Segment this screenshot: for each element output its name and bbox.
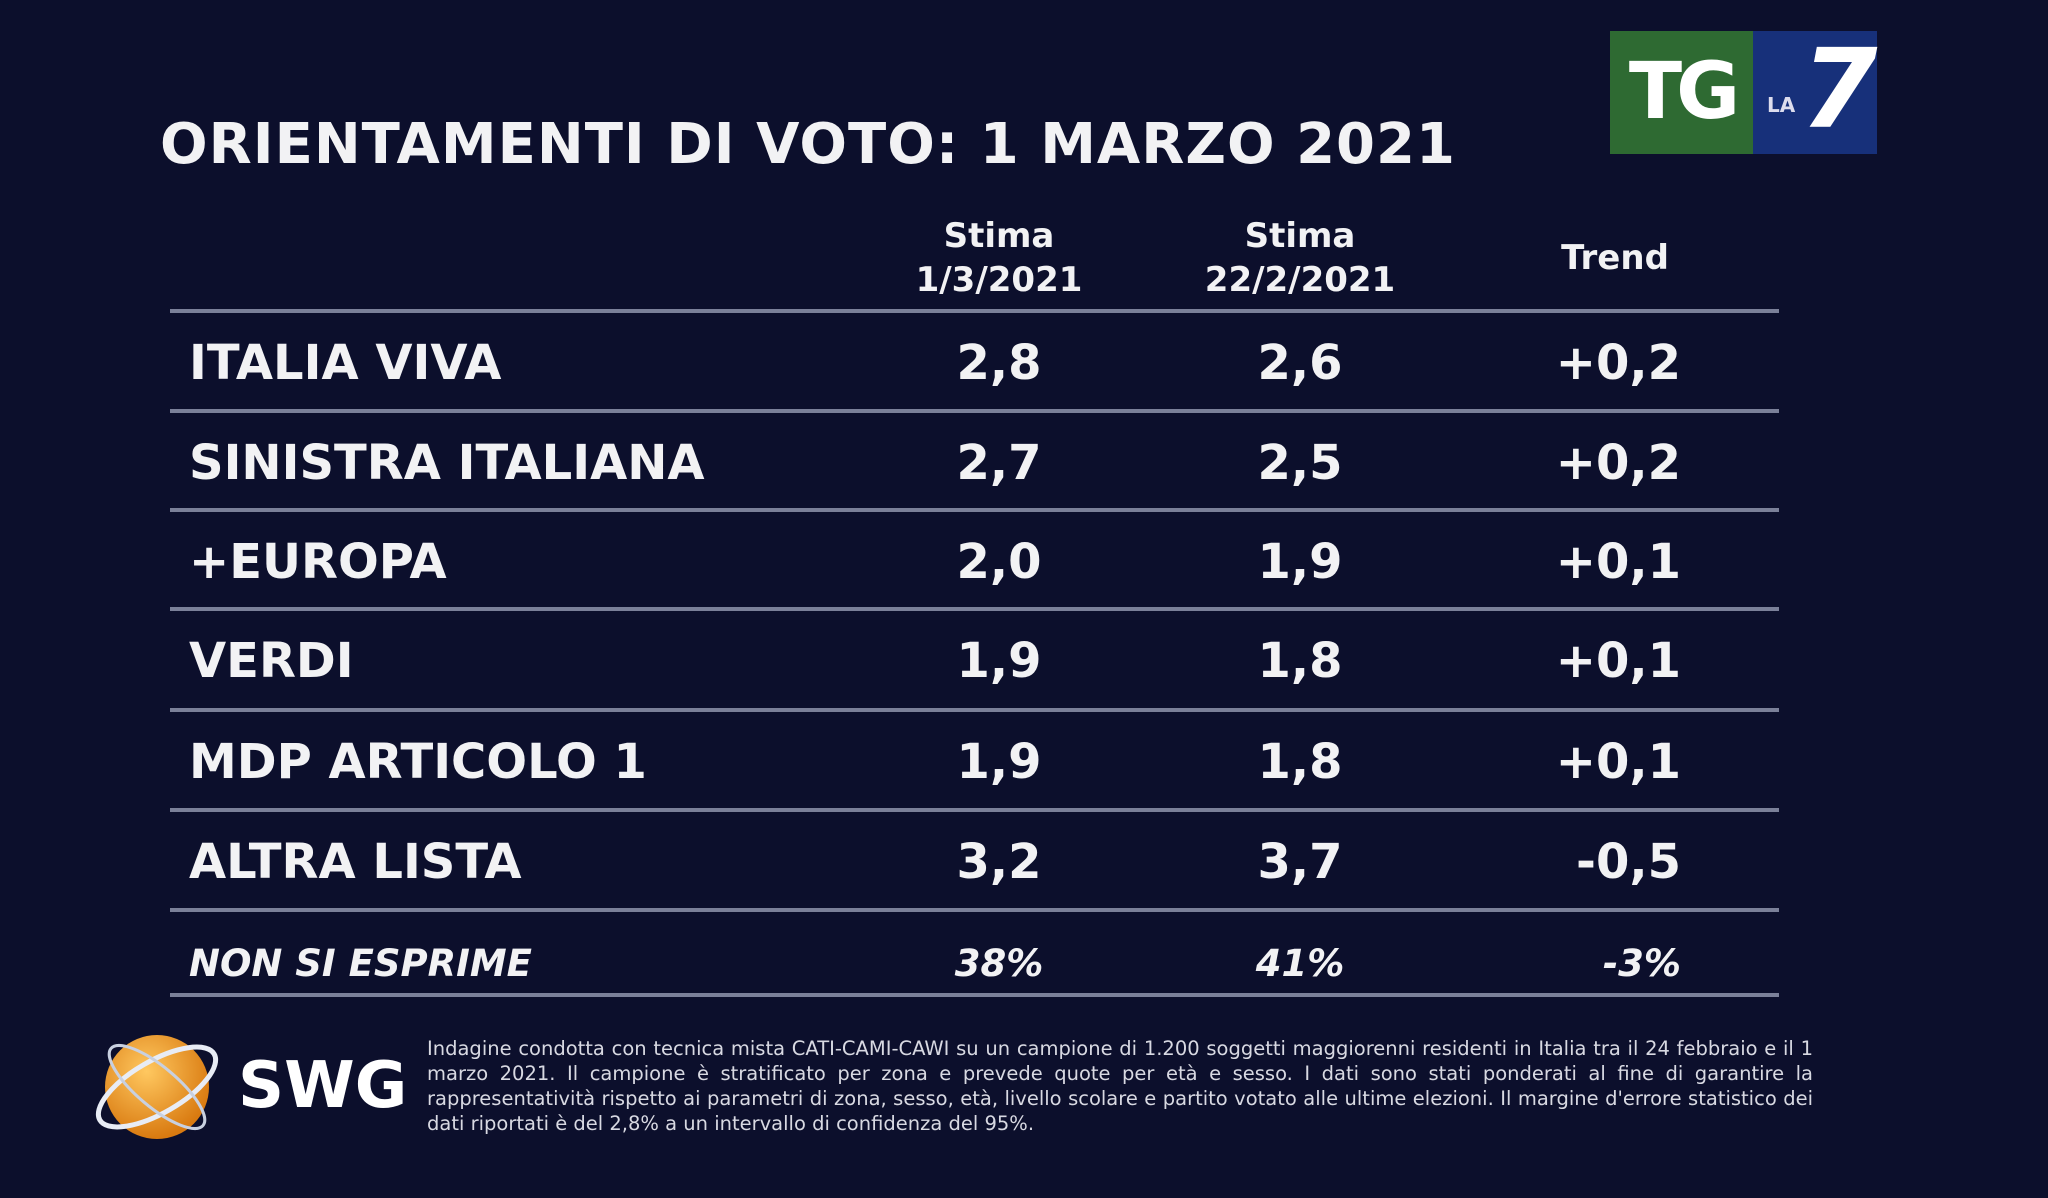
- previous-estimate: 41%: [1255, 942, 1345, 985]
- current-estimate: 1,9: [956, 633, 1042, 689]
- previous-estimate: 2,6: [1257, 335, 1343, 391]
- table-row: SINISTRA ITALIANA 2,7 2,5 +0,2: [0, 413, 2048, 509]
- trend-value: +0,1: [1555, 734, 1681, 790]
- column-header-line: 1/3/2021: [915, 260, 1083, 300]
- swg-logo-text: SWG: [238, 1049, 408, 1123]
- party-name: ALTRA LISTA: [189, 834, 522, 890]
- previous-estimate: 1,9: [1257, 534, 1343, 590]
- party-name: MDP ARTICOLO 1: [189, 734, 647, 790]
- table-row: ITALIA VIVA 2,8 2,6 +0,2: [0, 313, 2048, 409]
- current-estimate: 2,8: [956, 335, 1042, 391]
- table-row: +EUROPA 2,0 1,9 +0,1: [0, 512, 2048, 608]
- party-name: VERDI: [189, 633, 354, 689]
- current-estimate: 2,7: [956, 435, 1042, 491]
- party-name: NON SI ESPRIME: [189, 942, 532, 985]
- row-divider: [170, 309, 1779, 313]
- party-name: ITALIA VIVA: [189, 335, 502, 391]
- globe-icon: [95, 1035, 219, 1139]
- trend-value: +0,1: [1555, 534, 1681, 590]
- column-header-line: 22/2/2021: [1204, 260, 1396, 300]
- seven-text: 7: [1801, 25, 1878, 153]
- tg-logo-green: TG: [1610, 31, 1753, 154]
- current-estimate: 1,9: [956, 734, 1042, 790]
- trend-value: +0,1: [1555, 633, 1681, 689]
- previous-estimate: 2,5: [1257, 435, 1343, 491]
- trend-value: -0,5: [1576, 834, 1681, 890]
- previous-estimate: 1,8: [1257, 633, 1343, 689]
- row-divider: [170, 908, 1779, 912]
- column-header-current: Stima 1/3/2021: [849, 214, 1149, 302]
- previous-estimate: 3,7: [1257, 834, 1343, 890]
- column-header-trend: Trend: [1561, 238, 1669, 278]
- methodology-footnote: Indagine condotta con tecnica mista CATI…: [427, 1037, 1813, 1135]
- current-estimate: 2,0: [956, 534, 1042, 590]
- table-row: NON SI ESPRIME 38% 41% -3%: [0, 912, 2048, 1008]
- column-header-previous: Stima 22/2/2021: [1150, 214, 1450, 302]
- table-row: MDP ARTICOLO 1 1,9 1,8 +0,1: [0, 712, 2048, 808]
- row-divider: [170, 607, 1779, 611]
- swg-logo: SWG: [85, 1019, 407, 1154]
- row-divider: [170, 708, 1779, 712]
- la-text: LA: [1767, 93, 1796, 117]
- tgla7-logo: TG LA 7: [1610, 25, 1878, 154]
- page-title: ORIENTAMENTI DI VOTO: 1 MARZO 2021: [160, 112, 1456, 177]
- current-estimate: 38%: [954, 942, 1044, 985]
- previous-estimate: 1,8: [1257, 734, 1343, 790]
- row-divider: [170, 508, 1779, 512]
- trend-value: -3%: [1602, 942, 1681, 985]
- party-name: SINISTRA ITALIANA: [189, 435, 705, 491]
- row-divider: [170, 409, 1779, 413]
- row-divider: [170, 993, 1779, 997]
- table-row: VERDI 1,9 1,8 +0,1: [0, 611, 2048, 707]
- table-row: ALTRA LISTA 3,2 3,7 -0,5: [0, 812, 2048, 908]
- trend-value: +0,2: [1555, 435, 1681, 491]
- trend-value: +0,2: [1555, 335, 1681, 391]
- current-estimate: 3,2: [956, 834, 1042, 890]
- row-divider: [170, 808, 1779, 812]
- column-header-line: Stima: [943, 216, 1055, 256]
- party-name: +EUROPA: [189, 534, 447, 590]
- column-header-line: Stima: [1244, 216, 1356, 256]
- la7-logo-blue: LA 7: [1753, 25, 1878, 154]
